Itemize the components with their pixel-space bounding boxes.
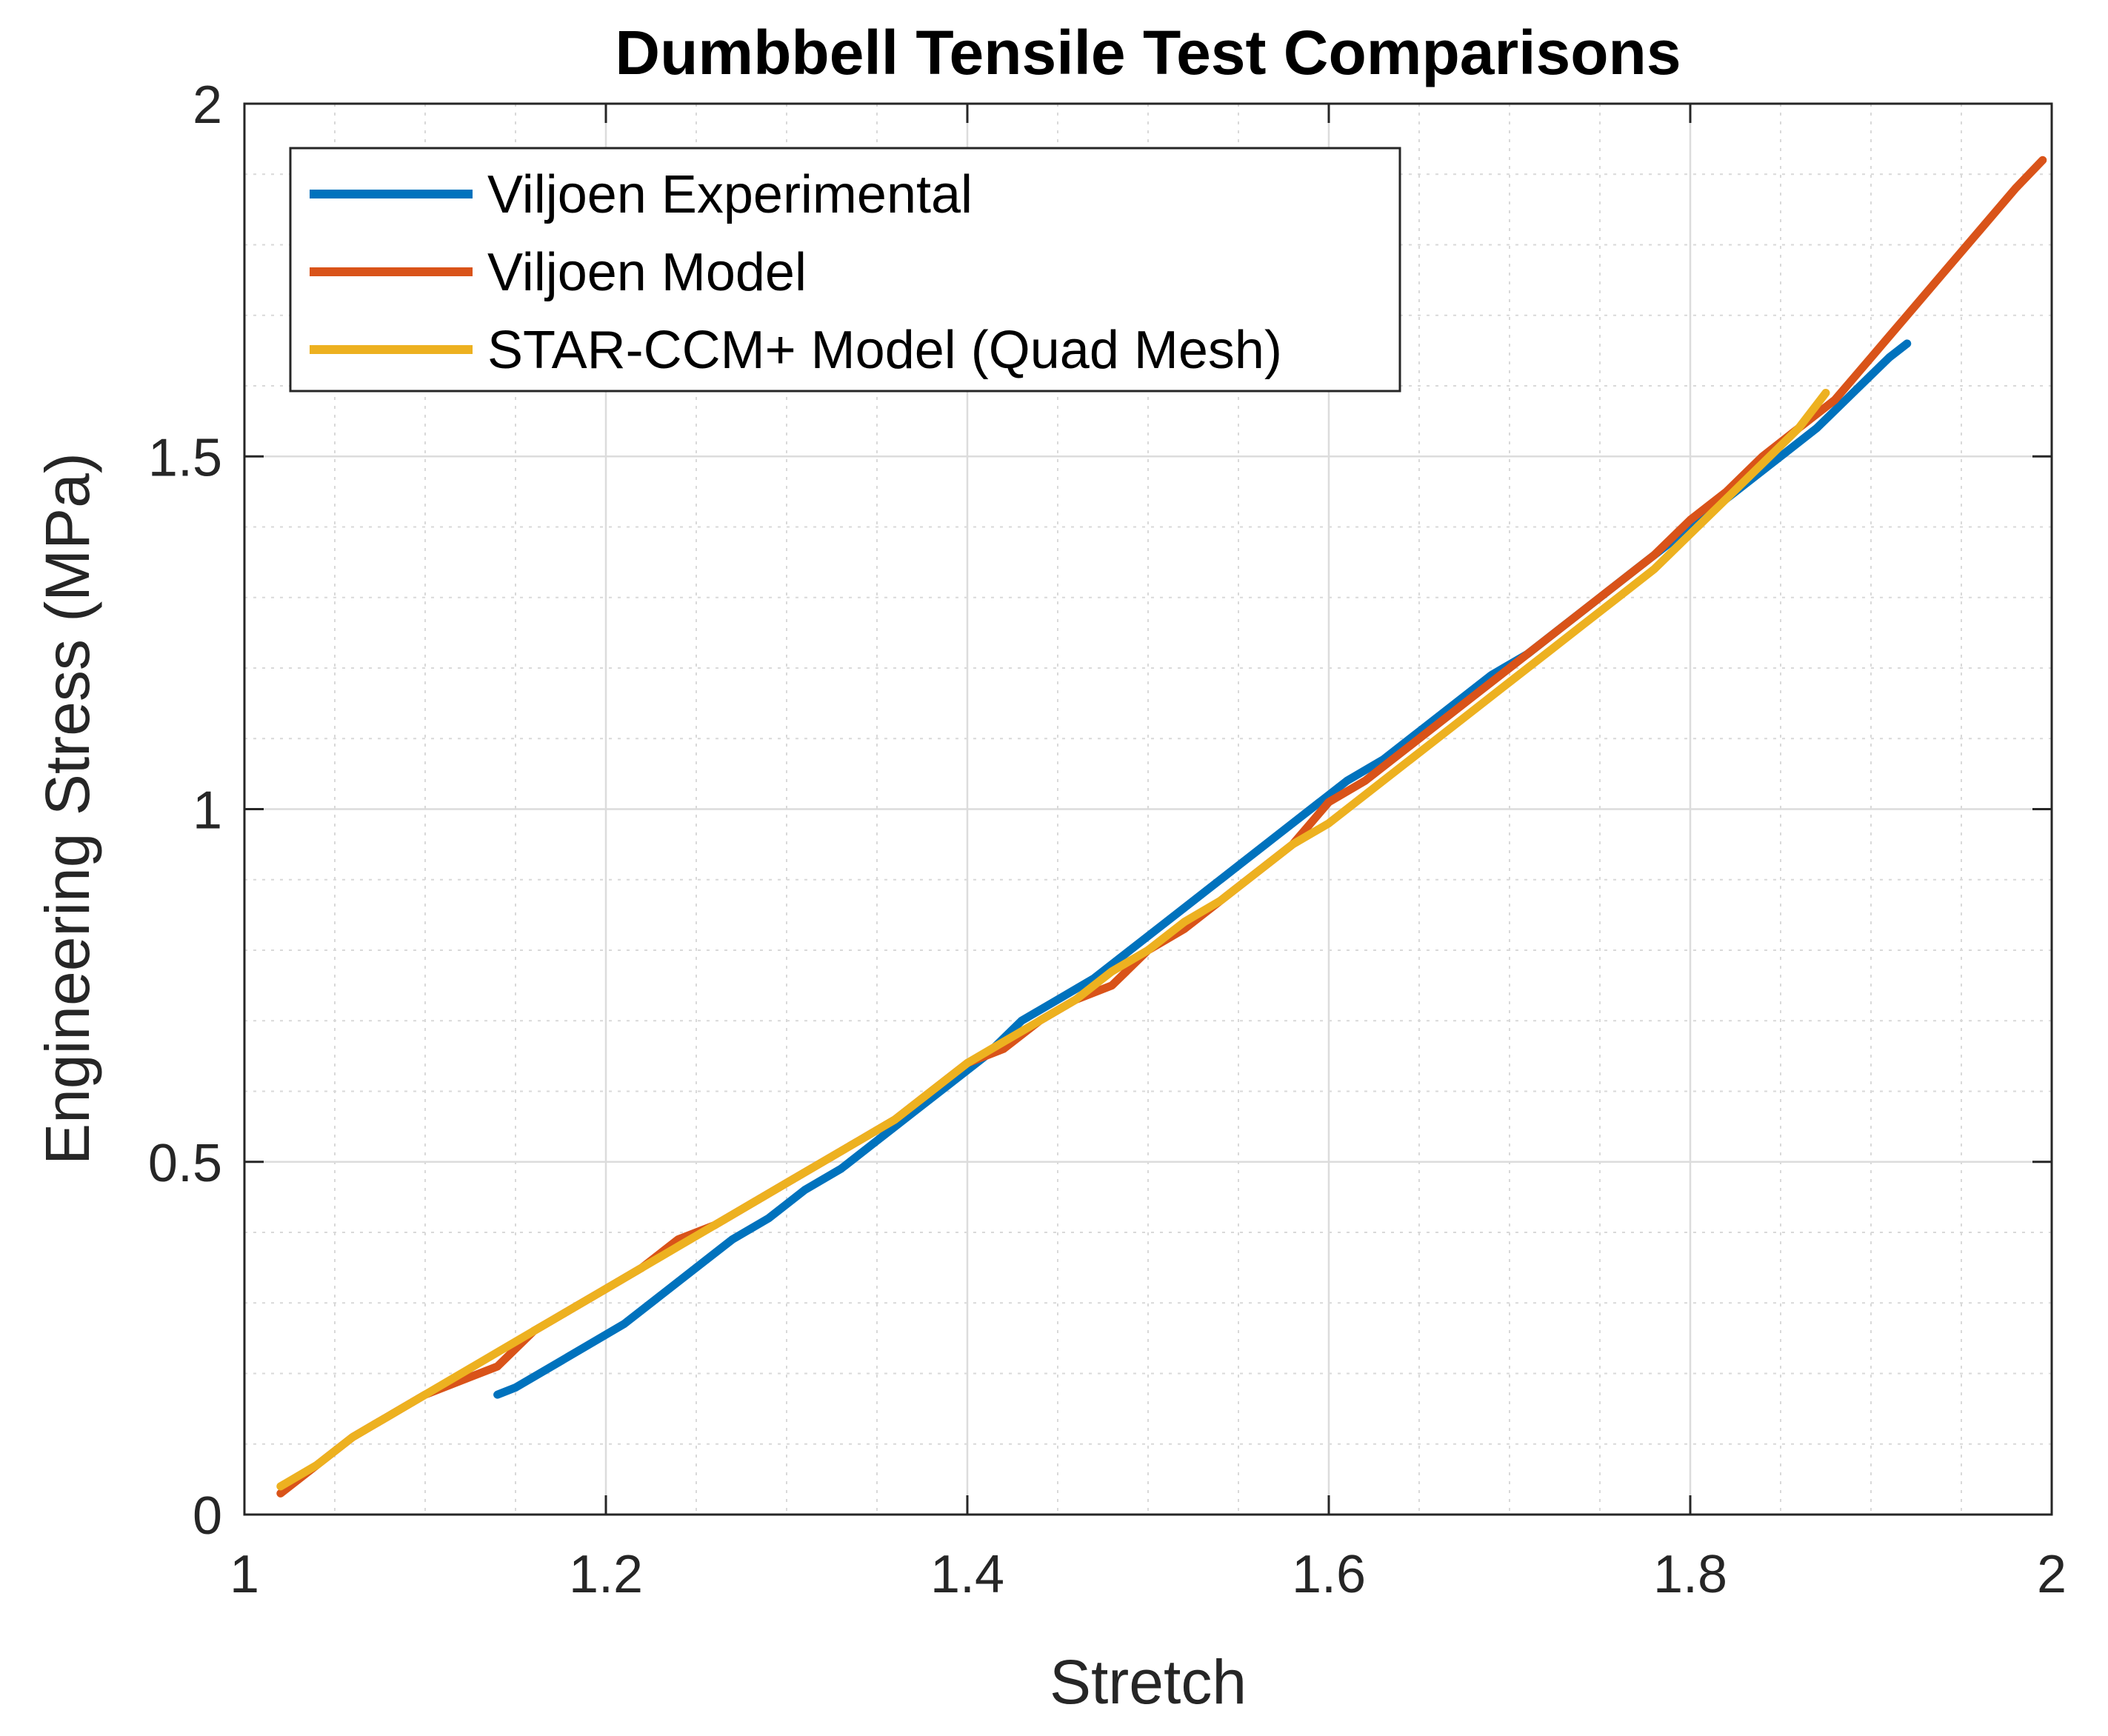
y-tick-label: 1.5 xyxy=(148,428,222,487)
series-layer xyxy=(276,156,2047,1498)
x-axis-label: Stretch xyxy=(1050,1647,1247,1717)
series-line-star-ccm-model-quad-mesh xyxy=(276,389,1830,1491)
y-tick-label: 0 xyxy=(193,1486,222,1546)
x-tick-label: 1.4 xyxy=(930,1545,1004,1604)
x-tick-label: 2 xyxy=(2037,1545,2067,1604)
y-tick-label: 1 xyxy=(193,781,222,841)
legend-label-experimental: Viljoen Experimental xyxy=(487,165,973,224)
x-tick-label: 1.8 xyxy=(1653,1545,1727,1604)
x-tick-label: 1.6 xyxy=(1292,1545,1366,1604)
legend-label-starccm-model: STAR-CCM+ Model (Quad Mesh) xyxy=(487,321,1282,380)
chart-title: Dumbbell Tensile Test Comparisons xyxy=(615,18,1681,87)
legend: Viljoen Experimental Viljoen Model STAR-… xyxy=(289,147,1401,393)
y-tick-label: 2 xyxy=(193,76,222,135)
x-tick-label: 1.2 xyxy=(569,1545,643,1604)
legend-label-viljoen-model: Viljoen Model xyxy=(487,243,807,302)
minor-grid xyxy=(244,104,2052,1515)
tick-labels: 1 1.2 1.4 1.6 1.8 2 0 0.5 1 1.5 2 xyxy=(148,76,2067,1604)
legend-box xyxy=(289,147,1401,393)
y-tick-label: 0.5 xyxy=(148,1134,222,1193)
y-axis-label: Engineering Stress (MPa) xyxy=(33,453,102,1165)
series-line-viljoen-experimental xyxy=(493,339,1912,1399)
ticks-layer xyxy=(243,102,2053,1516)
x-tick-label: 1 xyxy=(230,1545,259,1604)
